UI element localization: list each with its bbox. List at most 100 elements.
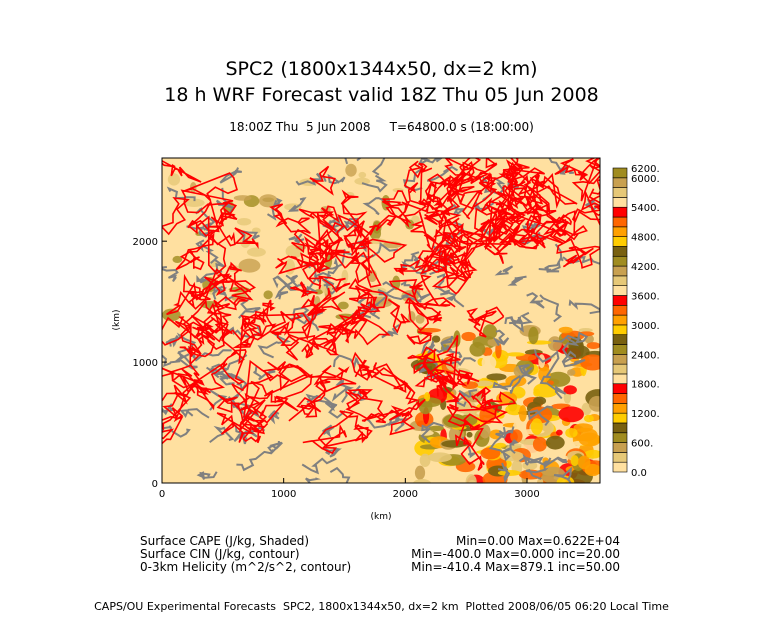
cape-patch xyxy=(414,465,426,480)
cin-contour xyxy=(237,229,260,244)
cape-patch xyxy=(578,328,593,333)
colorbar-bin xyxy=(612,216,628,228)
cin-contour xyxy=(233,426,266,443)
cin-contour xyxy=(305,477,321,483)
cape-patch xyxy=(345,163,357,177)
helicity-contour xyxy=(256,307,297,329)
cin-contour xyxy=(492,329,510,347)
cin-contour xyxy=(504,311,533,333)
colorbar-bin xyxy=(612,334,628,345)
helicity-contour xyxy=(408,160,433,179)
field-stats-cape: Min=0.00 Max=0.622E+04 xyxy=(455,534,620,548)
colorbar-bin xyxy=(612,197,628,208)
cin-contour xyxy=(494,265,514,276)
helicity-contour xyxy=(180,322,202,366)
cape-patch xyxy=(337,301,349,310)
helicity-contour xyxy=(308,366,350,386)
cape-patch xyxy=(586,342,600,350)
cin-contour xyxy=(209,425,235,444)
helicity-contour xyxy=(455,242,488,281)
helicity-contour xyxy=(388,398,426,421)
cape-patch xyxy=(547,336,562,352)
helicity-contour xyxy=(162,384,186,423)
field-name-helicity: 0-3km Helicity (m^2/s^2, contour) xyxy=(140,560,352,574)
helicity-contour xyxy=(436,335,471,391)
cape-patch xyxy=(415,397,442,408)
cape-patch xyxy=(510,429,523,443)
cin-contour xyxy=(553,331,589,344)
helicity-contour xyxy=(348,277,388,309)
helicity-contour xyxy=(502,158,530,174)
helicity-contour xyxy=(162,392,192,431)
helicity-contour xyxy=(410,211,436,252)
helicity-contour xyxy=(238,415,265,435)
helicity-contour xyxy=(271,325,300,361)
helicity-contour xyxy=(298,208,337,232)
helicity-contour xyxy=(203,310,232,351)
cin-contour xyxy=(561,354,586,368)
helicity-contour xyxy=(162,196,190,236)
footer-credits: CAPS/OU Experimental Forecasts SPC2, 180… xyxy=(94,600,669,613)
cin-contour xyxy=(206,366,235,386)
helicity-contour xyxy=(262,363,308,392)
helicity-contour xyxy=(240,313,267,331)
helicity-contour xyxy=(460,229,484,253)
cin-contour xyxy=(179,408,210,419)
cin-contour xyxy=(162,425,191,438)
cin-contour xyxy=(233,424,248,445)
helicity-contour xyxy=(446,403,469,428)
helicity-contour xyxy=(175,232,215,271)
colorbar-bin xyxy=(612,363,628,375)
helicity-contour xyxy=(240,422,269,444)
cin-contour xyxy=(216,187,236,215)
cape-patch xyxy=(481,355,497,371)
helicity-contour xyxy=(162,415,184,445)
helicity-contour xyxy=(258,395,299,424)
cape-patch xyxy=(580,354,600,371)
cape-patch xyxy=(558,406,584,423)
cin-contour xyxy=(257,332,292,359)
cape-patch xyxy=(545,435,565,450)
helicity-contour xyxy=(433,167,475,213)
cin-contour xyxy=(539,375,567,400)
cape-patch xyxy=(412,478,432,483)
field-name-cin: Surface CIN (J/kg, contour) xyxy=(140,547,300,561)
helicity-contour xyxy=(304,242,350,261)
helicity-contour xyxy=(162,159,202,183)
helicity-contour xyxy=(407,346,437,362)
helicity-contour xyxy=(437,207,461,248)
cin-contour xyxy=(165,332,197,360)
colorbar-bin xyxy=(612,432,628,443)
cape-patch xyxy=(583,414,594,423)
helicity-contour xyxy=(346,388,374,410)
cape-patch xyxy=(167,173,181,186)
helicity-contour xyxy=(300,294,322,341)
cin-contour xyxy=(378,292,422,303)
helicity-contour xyxy=(218,201,238,225)
helicity-contour xyxy=(479,391,517,409)
helicity-contour xyxy=(174,314,214,345)
x-axis-label: (km) xyxy=(370,512,391,522)
cape-patch xyxy=(537,478,544,483)
colorbar-bin xyxy=(612,452,628,463)
helicity-contour xyxy=(437,375,455,398)
cin-contour xyxy=(366,414,402,429)
colorbar-bin xyxy=(612,403,628,414)
helicity-contour xyxy=(466,307,497,327)
helicity-contour xyxy=(525,207,557,233)
cape-patch xyxy=(567,369,576,376)
cape-patch xyxy=(238,258,261,273)
helicity-contour xyxy=(413,352,461,376)
cin-contour xyxy=(544,243,564,270)
helicity-contour xyxy=(247,299,276,326)
cin-contour xyxy=(225,372,248,393)
cape-patch xyxy=(533,388,541,397)
helicity-contour xyxy=(290,281,318,298)
colorbar-bin xyxy=(612,324,628,336)
helicity-contour xyxy=(224,261,252,294)
helicity-contour xyxy=(554,158,588,176)
cin-contour xyxy=(162,403,176,416)
cin-contour xyxy=(527,405,553,427)
cin-contour xyxy=(361,174,388,193)
cin-contour xyxy=(267,410,280,425)
